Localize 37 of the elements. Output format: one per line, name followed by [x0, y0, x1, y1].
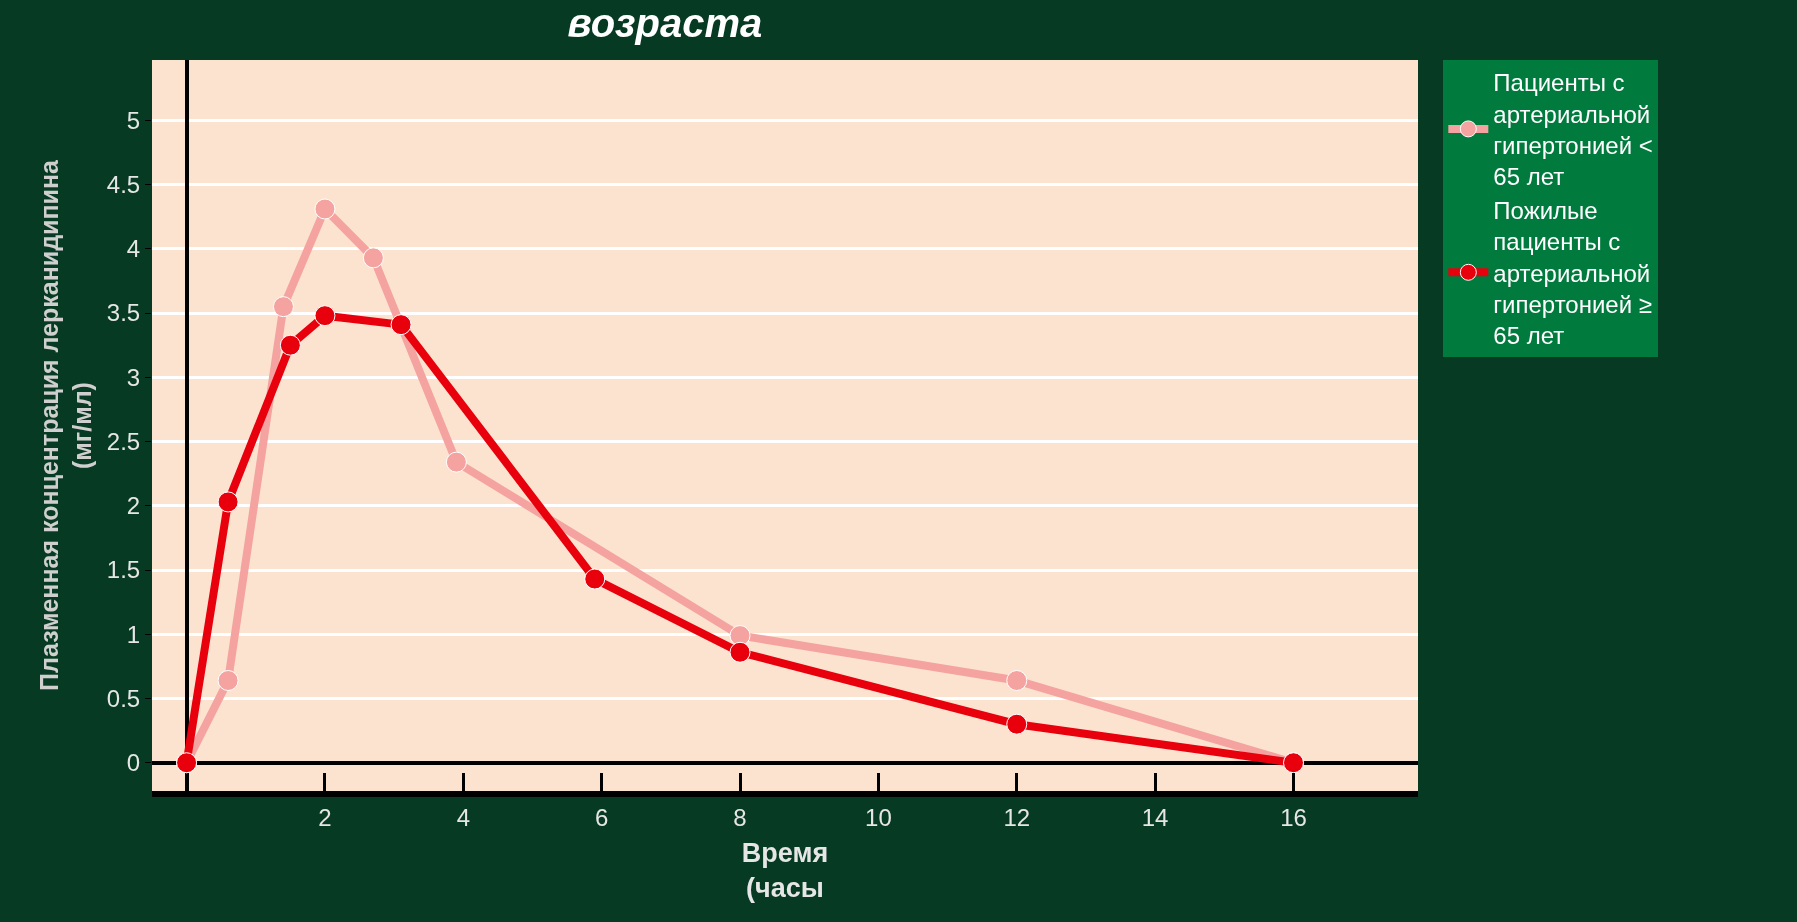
legend-label: Пациенты с артериальной гипертонией < 65 лет [1493, 69, 1653, 191]
y-tick-label: 2.5 [106, 427, 141, 455]
x-tick-label: 14 [1141, 803, 1169, 831]
x-tick-label: 6 [594, 803, 609, 831]
point [1006, 670, 1028, 691]
x-axis-title: Время (часы [741, 837, 829, 903]
y-tick-label: 0.5 [106, 684, 141, 712]
y-tick-label: 2 [126, 492, 141, 520]
point [584, 568, 606, 590]
y-tick-label: 5 [126, 106, 141, 134]
point [314, 305, 336, 327]
point [445, 451, 467, 473]
x-tick-label: 8 [733, 803, 747, 831]
x-tick-label: 12 [1003, 803, 1031, 831]
point [1006, 713, 1028, 735]
point [217, 670, 239, 691]
chart-title: возраста [567, 1, 763, 46]
y-tick-label: 4 [126, 235, 141, 263]
point [217, 491, 239, 513]
y-tick-label: 3 [126, 363, 141, 391]
y-tick-label: 4.5 [106, 171, 141, 199]
x-tick-label: 10 [865, 803, 892, 831]
x-tick-label: 4 [456, 803, 470, 831]
x-tick-label: 16 [1280, 803, 1307, 831]
y-tick-label: 1 [126, 620, 141, 648]
y-tick-label: 0 [126, 749, 141, 777]
point [279, 334, 301, 356]
point [362, 247, 384, 269]
y-axis-title: Плазменная концентрация лерканидипина (мг/мл) [35, 158, 96, 691]
y-tick-label: 1.5 [106, 556, 141, 584]
point [272, 296, 294, 318]
y-tick-label: 3.5 [106, 299, 141, 327]
point [314, 198, 336, 220]
point [729, 641, 751, 663]
x-tick-label: 2 [318, 803, 332, 831]
legend-label: Пожилые пациенты с артериальной гипертонией ≥ 65 лет [1493, 197, 1652, 350]
point [390, 314, 412, 336]
